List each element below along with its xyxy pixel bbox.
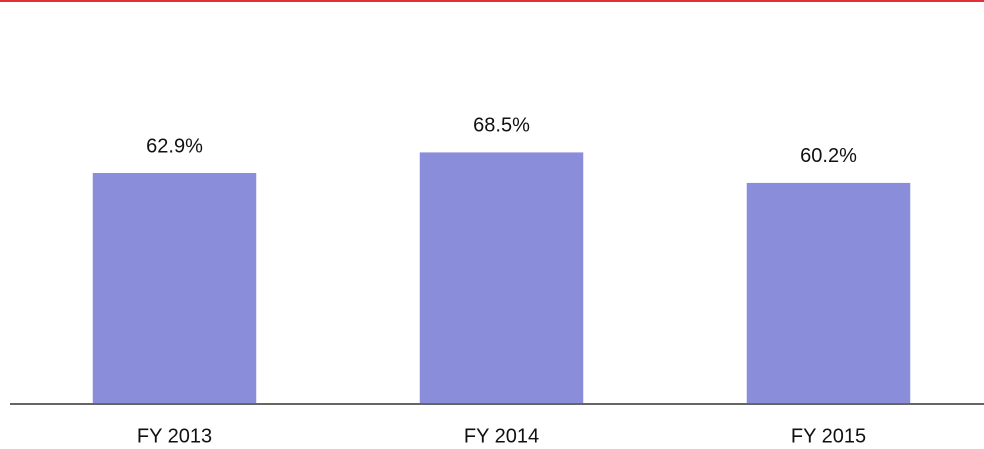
- data-label: 60.2%: [800, 145, 857, 167]
- data-label: 62.9%: [146, 135, 203, 157]
- bar: [92, 172, 257, 404]
- x-tick-label: FY 2014: [464, 425, 539, 447]
- data-label: 68.5%: [473, 115, 530, 137]
- x-tick-label: FY 2015: [791, 425, 866, 447]
- x-tick-label: FY 2013: [137, 425, 212, 447]
- bar: [746, 182, 911, 404]
- bar: [419, 152, 584, 404]
